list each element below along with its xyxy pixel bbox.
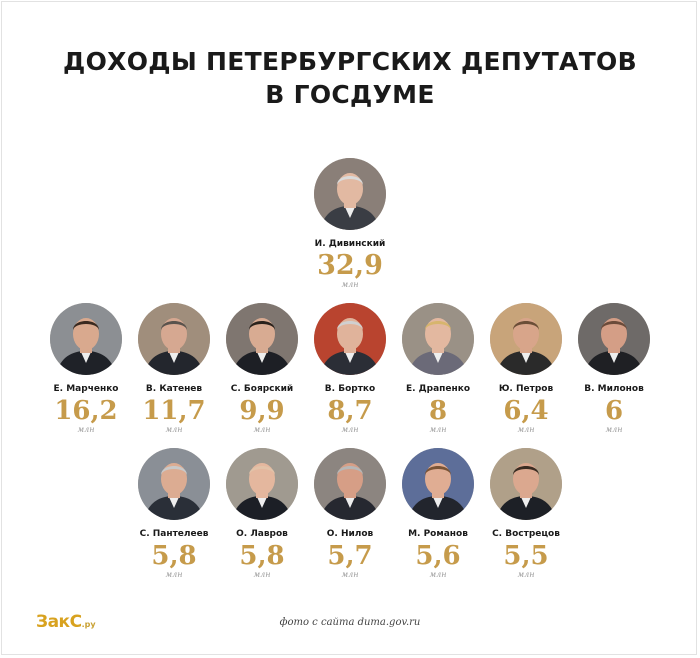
income-value: 6 [604, 396, 624, 426]
page-title: ДОХОДЫ ПЕТЕРБУРГСКИХ ДЕПУТАТОВ [63, 47, 637, 76]
deputy-card: В. Бортко 8,7 млн [295, 303, 405, 434]
deputy-photo [578, 303, 650, 375]
deputy-card: В. Катенев 11,7 млн [119, 303, 229, 434]
income-unit: млн [605, 425, 623, 434]
income-value: 5,5 [503, 541, 549, 571]
deputy-photo [226, 448, 298, 520]
deputy-photo [226, 303, 298, 375]
deputy-photo [314, 303, 386, 375]
photo-credit: фото с сайта duma.gov.ru [279, 617, 421, 628]
deputy-name: И. Дивинский [314, 239, 386, 249]
income-value: 32,9 [317, 250, 383, 281]
deputy-name: В. Милонов [584, 384, 644, 394]
deputy-card: О. Нилов 5,7 млн [295, 448, 405, 579]
income-value: 8 [428, 396, 448, 426]
deputy-name: В. Бортко [324, 384, 376, 394]
deputy-name: Е. Драпенко [405, 384, 471, 394]
deputy-name: Ю. Петров [498, 384, 554, 394]
deputy-card: И. Дивинский 32,9 млн [295, 158, 405, 289]
deputy-card: Е. Марченко 16,2 млн [31, 303, 141, 434]
deputy-name: М. Романов [408, 529, 468, 539]
income-value: 11,7 [142, 396, 206, 426]
deputy-card: Е. Драпенко 8 млн [383, 303, 493, 434]
deputy-card: О. Лавров 5,8 млн [207, 448, 317, 579]
income-unit: млн [517, 570, 535, 579]
income-unit: млн [429, 425, 447, 434]
income-value: 5,7 [327, 541, 373, 571]
deputy-card: В. Милонов 6 млн [559, 303, 669, 434]
zaks-logo[interactable]: ЗакС.ру [36, 612, 96, 632]
deputy-name: С. Пантелеев [139, 529, 209, 539]
deputy-card: Ю. Петров 6,4 млн [471, 303, 581, 434]
income-unit: млн [77, 425, 95, 434]
income-value: 5,6 [415, 541, 461, 571]
deputy-name: С. Вострецов [492, 529, 560, 539]
page-title-line2: В ГОСДУМЕ [265, 80, 435, 109]
income-value: 5,8 [151, 541, 197, 571]
deputy-photo [314, 158, 386, 230]
deputy-name: Е. Марченко [53, 384, 119, 394]
deputy-photo [490, 303, 562, 375]
deputy-card: С. Боярский 9,9 млн [207, 303, 317, 434]
income-unit: млн [341, 570, 359, 579]
income-value: 8,7 [327, 396, 373, 426]
deputy-photo [138, 303, 210, 375]
income-unit: млн [429, 570, 447, 579]
income-value: 6,4 [503, 396, 549, 426]
deputy-photo [490, 448, 562, 520]
deputy-photo [402, 303, 474, 375]
income-unit: млн [165, 570, 183, 579]
deputy-card: С. Вострецов 5,5 млн [471, 448, 581, 579]
income-unit: млн [341, 425, 359, 434]
deputy-photo [314, 448, 386, 520]
deputy-name: С. Боярский [230, 384, 294, 394]
deputy-card: С. Пантелеев 5,8 млн [119, 448, 229, 579]
deputy-name: О. Лавров [236, 529, 288, 539]
deputy-name: В. Катенев [145, 384, 203, 394]
deputy-photo [50, 303, 122, 375]
deputy-photo [138, 448, 210, 520]
deputy-photo [402, 448, 474, 520]
income-value: 16,2 [54, 396, 118, 426]
income-unit: млн [165, 425, 183, 434]
income-value: 5,8 [239, 541, 285, 571]
income-unit: млн [253, 570, 271, 579]
deputy-card: М. Романов 5,6 млн [383, 448, 493, 579]
income-value: 9,9 [239, 396, 285, 426]
income-unit: млн [341, 280, 359, 289]
deputy-name: О. Нилов [326, 529, 374, 539]
income-unit: млн [253, 425, 271, 434]
income-unit: млн [517, 425, 535, 434]
